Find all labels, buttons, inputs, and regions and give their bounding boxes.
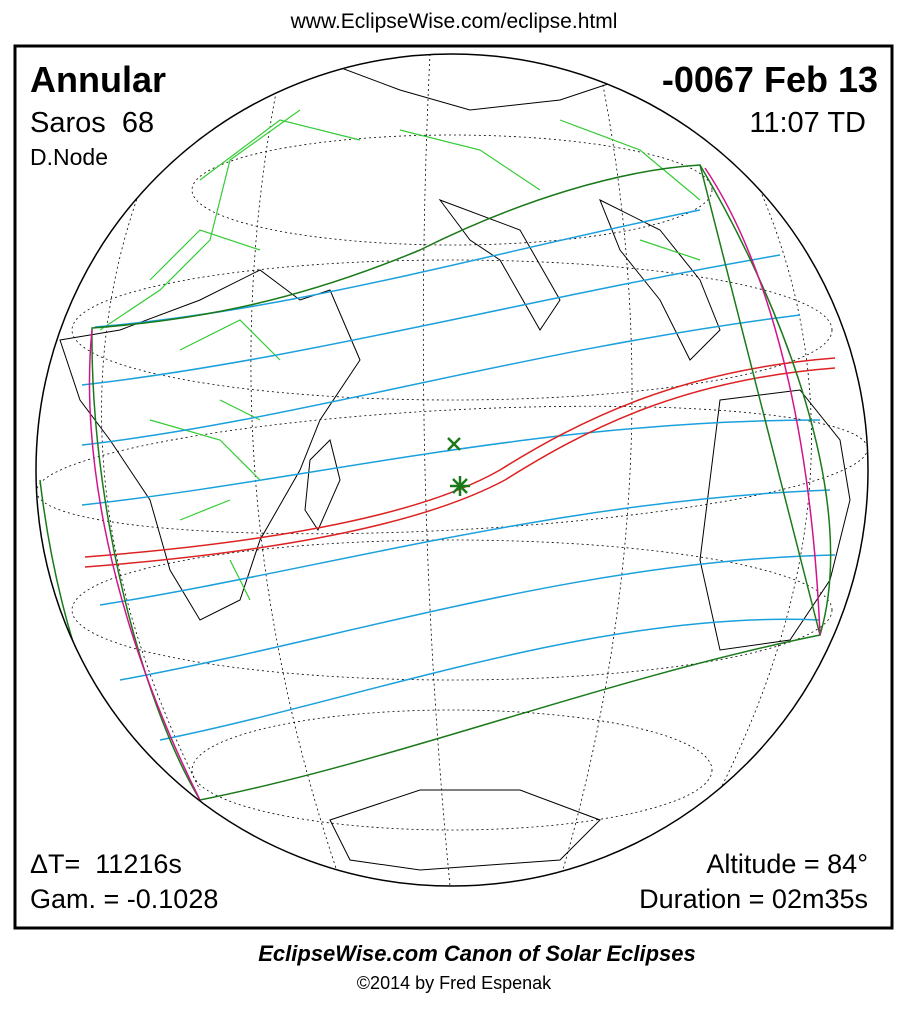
- copyright: ©2014 by Fred Espenak: [357, 973, 552, 993]
- frame: [13, 44, 894, 930]
- time: 11:07 TD: [749, 107, 866, 139]
- delta-t: ΔT= 11216s: [30, 849, 182, 879]
- central-path: [84, 357, 836, 568]
- greatest-eclipse-marks: [447, 437, 470, 496]
- saros: Saros 68: [30, 107, 154, 139]
- eclipse-type: Annular: [30, 59, 166, 100]
- duration: Duration = 02m35s: [639, 884, 868, 914]
- globe-disc: [36, 54, 868, 886]
- eclipse-date: -0067 Feb 13: [662, 59, 878, 100]
- altitude: Altitude = 84°: [706, 849, 868, 879]
- borders: [99, 109, 701, 601]
- rise-set-curves: [88, 167, 821, 801]
- node: D.Node: [30, 144, 108, 170]
- coastlines: [59, 59, 851, 871]
- footer-title: EclipseWise.com Canon of Solar Eclipses: [258, 941, 696, 966]
- gamma: Gam. = -0.1028: [30, 884, 218, 914]
- url: www.EclipseWise.com/eclipse.html: [290, 10, 618, 33]
- globe: [36, 54, 868, 886]
- globe-outline: [35, 53, 869, 887]
